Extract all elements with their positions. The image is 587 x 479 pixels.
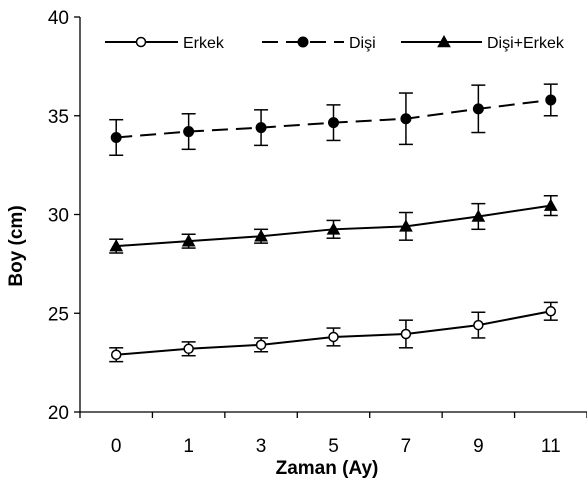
data-point xyxy=(183,343,194,355)
legend-item-Dişi+Erkek: Dişi+Erkek xyxy=(401,34,565,52)
data-point xyxy=(254,229,268,242)
y-axis-title: Boy (cm) xyxy=(6,205,27,286)
data-point xyxy=(328,117,339,129)
data-point xyxy=(400,113,412,125)
data-point xyxy=(109,239,124,252)
x-tick-label: 7 xyxy=(401,436,412,457)
legend-label: Dişi+Erkek xyxy=(487,35,565,52)
y-tick-label: 40 xyxy=(48,8,69,29)
data-point xyxy=(328,331,339,343)
series-Dişi xyxy=(109,83,558,156)
legend-item-Erkek: Erkek xyxy=(105,35,225,52)
data-point xyxy=(110,131,122,143)
data-point xyxy=(297,36,309,48)
x-tick-label: 9 xyxy=(473,436,484,457)
x-tick-label: 0 xyxy=(111,436,122,457)
data-point xyxy=(183,126,195,138)
legend-label: Erkek xyxy=(183,35,225,52)
y-tick-label: 20 xyxy=(48,403,69,424)
data-point xyxy=(326,222,341,235)
legend: Erkek Dişi Dişi+Erkek xyxy=(105,34,565,52)
legend-item-Dişi: Dişi xyxy=(262,35,376,52)
data-point xyxy=(471,209,486,222)
x-tick-label: 5 xyxy=(328,436,339,457)
y-tick-label: 25 xyxy=(48,304,69,325)
series-Erkek xyxy=(109,301,558,363)
data-point xyxy=(399,219,413,232)
data-point xyxy=(110,349,122,360)
data-point xyxy=(472,103,484,115)
data-point xyxy=(543,198,558,211)
legend-label: Dişi xyxy=(349,35,376,52)
data-point xyxy=(473,319,484,331)
x-axis-title: Zaman (Ay) xyxy=(276,458,379,479)
data-point xyxy=(255,122,267,134)
y-tick-label: 30 xyxy=(48,206,69,227)
data-point xyxy=(545,94,557,106)
series-Dişi+Erkek xyxy=(109,194,558,254)
y-tick-label: 35 xyxy=(48,107,69,128)
data-point xyxy=(255,339,267,351)
x-tick-label: 3 xyxy=(256,436,267,457)
data-point xyxy=(181,234,196,247)
x-tick-label: 11 xyxy=(541,436,561,457)
data-point xyxy=(437,34,451,48)
data-point xyxy=(135,36,147,48)
data-point xyxy=(545,306,557,317)
x-tick-label: 1 xyxy=(183,436,194,457)
series-layer xyxy=(109,83,558,363)
data-point xyxy=(400,328,412,340)
